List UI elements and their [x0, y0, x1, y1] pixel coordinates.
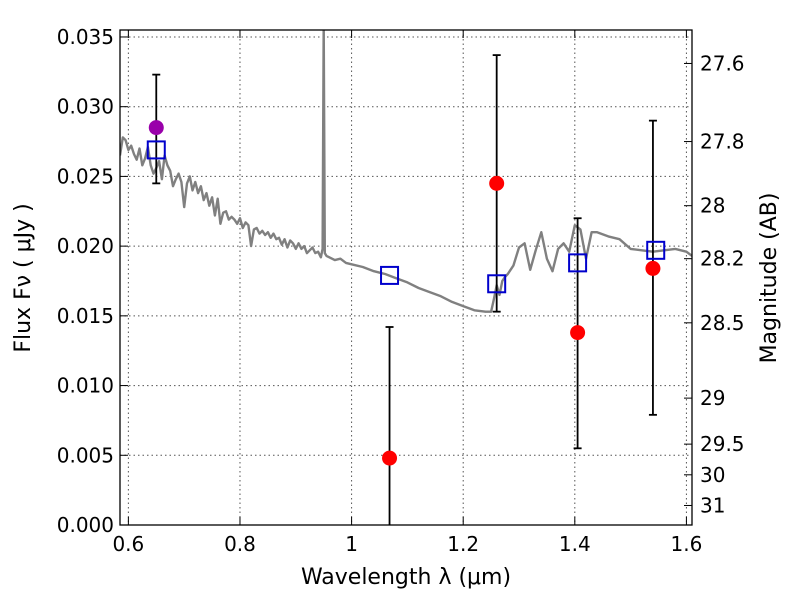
- y2-axis-title: Magnitude (AB): [757, 193, 782, 364]
- model-photometry-box: [380, 265, 400, 285]
- observed-point: [645, 260, 661, 276]
- observed-point: [382, 450, 398, 466]
- y-tick-label: 0.030: [57, 95, 114, 119]
- model-photometry-box: [646, 240, 666, 260]
- y2-axis-ticks: 27.6 27.8 28 28.2 28.5 29 29.5 30 31: [684, 51, 745, 517]
- x-axis-ticks: 0.6 0.8 1 1.2 1.4 1.6: [112, 30, 702, 556]
- y-tick-label: 0.015: [57, 304, 114, 328]
- x-tick-label: 1.6: [671, 532, 703, 556]
- x-tick-label: 1.4: [559, 532, 591, 556]
- model-photometry-box: [568, 253, 588, 273]
- y2-tick-label: 28: [700, 194, 725, 218]
- x-axis-title: Wavelength λ (μm): [301, 565, 511, 590]
- y2-tick-label: 31: [700, 493, 725, 517]
- observed-point: [570, 325, 586, 341]
- model-photometry-boxes: [146, 140, 666, 294]
- y-axis-ticks: 0.000 0.005 0.010 0.015 0.020 0.025 0.030 0.035: [57, 25, 128, 537]
- plot-background: [120, 30, 692, 525]
- y-tick-label: 0.035: [57, 25, 114, 49]
- x-tick-label: 1.2: [447, 532, 479, 556]
- y-tick-label: 0.000: [57, 513, 114, 537]
- sed-model-line: [120, 30, 692, 313]
- sed-model-layer: [120, 30, 692, 313]
- observed-point: [489, 175, 505, 191]
- observed-point: [148, 120, 164, 136]
- y2-tick-label: 29.5: [700, 432, 745, 456]
- x-tick-label: 1: [345, 532, 358, 556]
- y2-tick-label: 27.6: [700, 51, 745, 75]
- y2-tick-label: 28.2: [700, 247, 745, 271]
- plot-frame: [119, 29, 693, 526]
- observed-points: [148, 120, 661, 466]
- y-tick-label: 0.005: [57, 443, 114, 467]
- y-tick-label: 0.020: [57, 234, 114, 258]
- x-tick-label: 0.8: [224, 532, 256, 556]
- model-photometry-box: [146, 140, 166, 160]
- y2-tick-label: 30: [700, 463, 725, 487]
- y-tick-label: 0.010: [57, 374, 114, 398]
- y-axis-title: Flux Fν ( μJy ): [11, 203, 36, 352]
- y2-tick-label: 28.5: [700, 311, 745, 335]
- model-photometry-box: [487, 274, 507, 294]
- x-tick-label: 0.6: [112, 532, 144, 556]
- y-tick-label: 0.025: [57, 164, 114, 188]
- y2-tick-label: 27.8: [700, 130, 745, 154]
- y2-tick-label: 29: [700, 386, 725, 410]
